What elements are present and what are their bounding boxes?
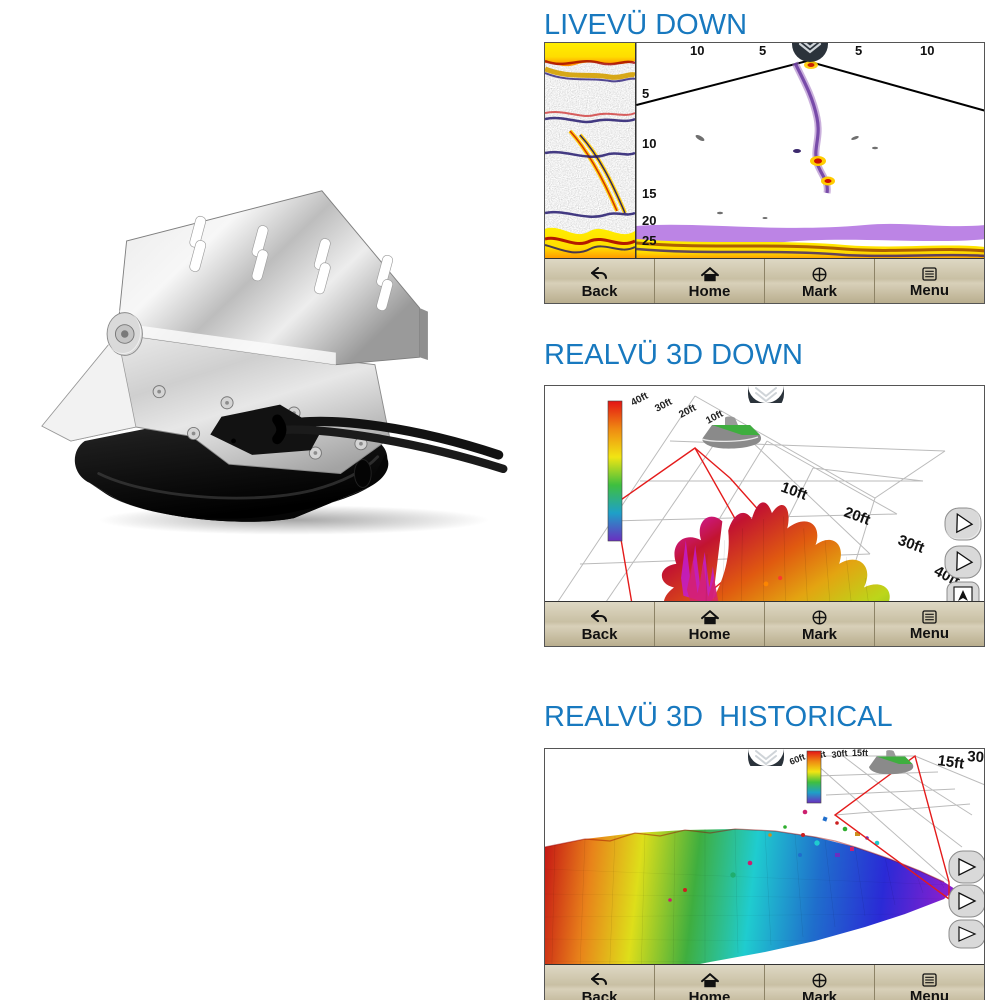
svg-text:10: 10 [920,43,934,58]
svg-text:5: 5 [759,43,766,58]
svg-text:10: 10 [690,43,704,58]
svg-text:20ft: 20ft [677,402,698,420]
svg-text:5: 5 [855,43,862,58]
svg-text:60ft: 60ft [788,752,807,767]
svg-text:5: 5 [642,86,649,101]
svg-text:25: 25 [642,233,656,248]
svg-text:20ft: 20ft [842,504,873,529]
svg-text:10: 10 [642,136,656,151]
svg-text:15ft: 15ft [936,752,965,773]
svg-text:10ft: 10ft [779,479,810,504]
svg-text:15: 15 [642,186,656,201]
svg-text:15ft: 15ft [852,749,868,758]
svg-text:40ft: 40ft [629,390,650,408]
svg-text:30ft: 30ft [653,396,674,414]
svg-text:30ft: 30ft [896,532,927,557]
svg-text:20: 20 [642,213,656,228]
svg-text:30ft: 30ft [967,749,985,767]
